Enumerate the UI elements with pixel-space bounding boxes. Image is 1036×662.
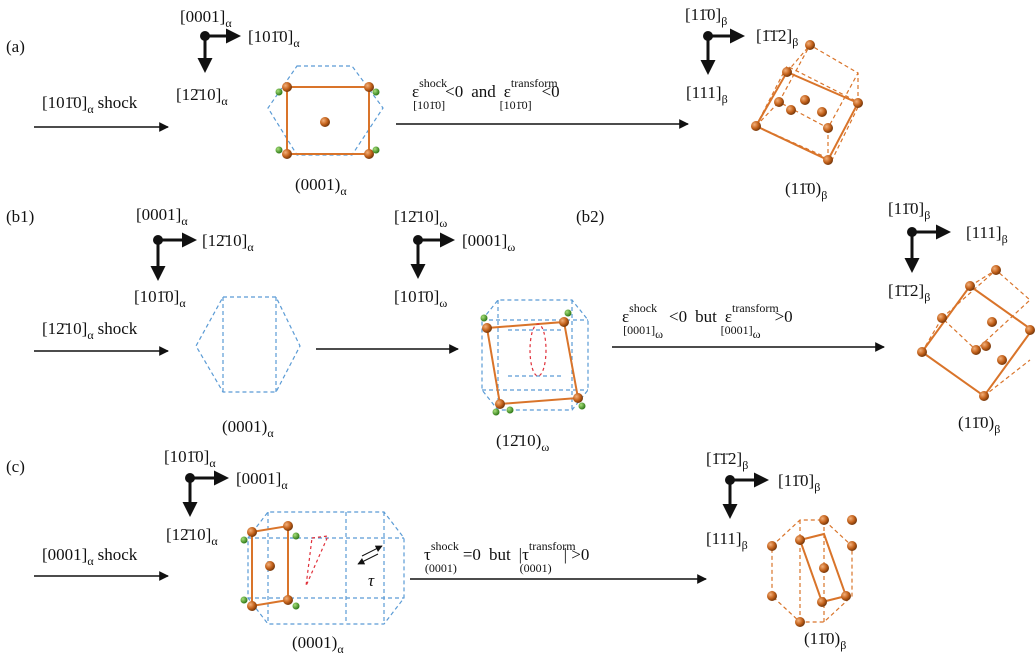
product-label-c: (11̄0)β — [804, 629, 846, 652]
atom-green — [372, 88, 380, 96]
condition-b2: εshock [0001]ω<0 but εtransform [0001]ω>0 — [622, 301, 793, 341]
axis-up-c: [101̄0]α — [164, 447, 216, 470]
panel-label-c: (c) — [6, 457, 25, 476]
bcc-cell-a — [751, 40, 863, 165]
b2-axis-right: [111]β — [966, 223, 1008, 246]
omega-cell — [480, 299, 589, 416]
panel-label-a: (a) — [6, 37, 25, 56]
axes-alpha-a: [0001]α [101̄0]α [12̄10]α — [176, 7, 300, 108]
panel-label-b2: (b2) — [576, 207, 604, 226]
omega-axis-up: [12̄10]ω — [394, 207, 447, 230]
product-label-b2: (11̄0)β — [958, 413, 1000, 436]
bcc-cell-c — [767, 515, 857, 627]
axes-alpha-b1: [0001]α [12̄10]α [101̄0]α — [134, 205, 254, 310]
crystal-label-b1: (0001)α — [222, 417, 274, 440]
omega-label: (12̄10)ω — [496, 431, 549, 454]
atom — [320, 117, 330, 127]
shock-arrow-a: [101̄0]α shock — [34, 93, 169, 132]
axes-omega-b1: [12̄10]ω [0001]ω [101̄0]ω — [394, 207, 515, 310]
c-axis-right: [11̄0]β — [778, 471, 820, 494]
alpha-hexagon-b1 — [195, 296, 301, 393]
condition-a: εshock [101̄0]<0 and εtransform [101̄0]<0 — [412, 76, 560, 112]
crystal-label-c: (0001)α — [292, 633, 344, 656]
product-label-a: (11̄0)β — [785, 179, 827, 202]
b2-axis-up: [11̄0]β — [888, 199, 930, 222]
shock-label-b1: [12̄10]α shock — [42, 319, 138, 342]
atom-green — [372, 146, 380, 154]
panel-a: (a) [0001]α [101̄0]α [12̄10]α [101̄0]α sh… — [6, 5, 863, 202]
axis-up-a: [0001]α — [180, 7, 232, 30]
shock-label-c: [0001]α shock — [42, 545, 138, 568]
axes-alpha-c: [101̄0]α [0001]α [12̄10]α — [164, 447, 288, 548]
transform-arrow-b2: εshock [0001]ω<0 but εtransform [0001]ω>0 — [612, 301, 885, 352]
bcc-cell-b2 — [917, 265, 1035, 401]
alpha-cell-c: τ — [240, 511, 405, 625]
panel-c: (c) [101̄0]α [0001]α [12̄10]α [0001]α sho… — [6, 447, 857, 656]
axis-down-c: [12̄10]α — [166, 525, 218, 548]
atom — [364, 82, 374, 92]
axis-right-a: [101̄0]α — [248, 27, 300, 50]
alpha-hexagon-a — [267, 65, 384, 159]
axes-beta-a: [11̄0]β [1̄1̄2]β [111]β — [685, 5, 798, 106]
shear-arrow-up — [361, 545, 383, 557]
panel-b1: (b1) [0001]α [12̄10]α [101̄0]α [12̄10]α s… — [6, 205, 589, 454]
product-axis-right-a: [1̄1̄2]β — [756, 26, 798, 49]
axis-down-a: [12̄10]α — [176, 85, 228, 108]
tau-symbol: τ — [368, 571, 375, 590]
axes-beta-b2: [11̄0]β [111]β [1̄1̄2]β — [888, 199, 1008, 304]
crystal-label-a: (0001)α — [295, 175, 347, 198]
axis-down-b1: [101̄0]α — [134, 287, 186, 310]
c-axis-up: [1̄1̄2]β — [706, 449, 748, 472]
atom-green — [275, 146, 283, 154]
condition-c: τshock (0001)=0 but |τtransform (0001)| >0 — [424, 539, 589, 575]
b2-axis-down: [1̄1̄2]β — [888, 281, 930, 304]
c-axis-down: [111]β — [706, 529, 748, 552]
product-axis-down-a: [111]β — [686, 83, 728, 106]
axis-up-b1: [0001]α — [136, 205, 188, 228]
atom — [282, 82, 292, 92]
transform-arrow-c: τshock (0001)=0 but |τtransform (0001)| >0 — [410, 539, 707, 584]
product-axis-up-a: [11̄0]β — [685, 5, 727, 28]
panel-b2: (b2) εshock [0001]ω<0 but εtransform [0001]ω… — [576, 199, 1035, 436]
axes-beta-c: [1̄1̄2]β [11̄0]β [111]β — [706, 449, 820, 552]
atom — [282, 149, 292, 159]
transform-arrow-a: εshock [101̄0]<0 and εtransform [101̄0]<0 — [396, 76, 689, 129]
axis-right-c: [0001]α — [236, 469, 288, 492]
shock-arrow-c: [0001]α shock — [34, 545, 169, 581]
shock-label-a: [101̄0]α shock — [42, 93, 138, 116]
atom-green — [275, 88, 283, 96]
shear-arrow-down — [357, 553, 379, 565]
omega-axis-right: [0001]ω — [462, 231, 515, 254]
axis-right-b1: [12̄10]α — [202, 231, 254, 254]
omega-axis-down: [101̄0]ω — [394, 287, 447, 310]
panel-label-b1: (b1) — [6, 207, 34, 226]
shock-arrow-b1: [12̄10]α shock — [34, 319, 169, 356]
atom — [364, 149, 374, 159]
